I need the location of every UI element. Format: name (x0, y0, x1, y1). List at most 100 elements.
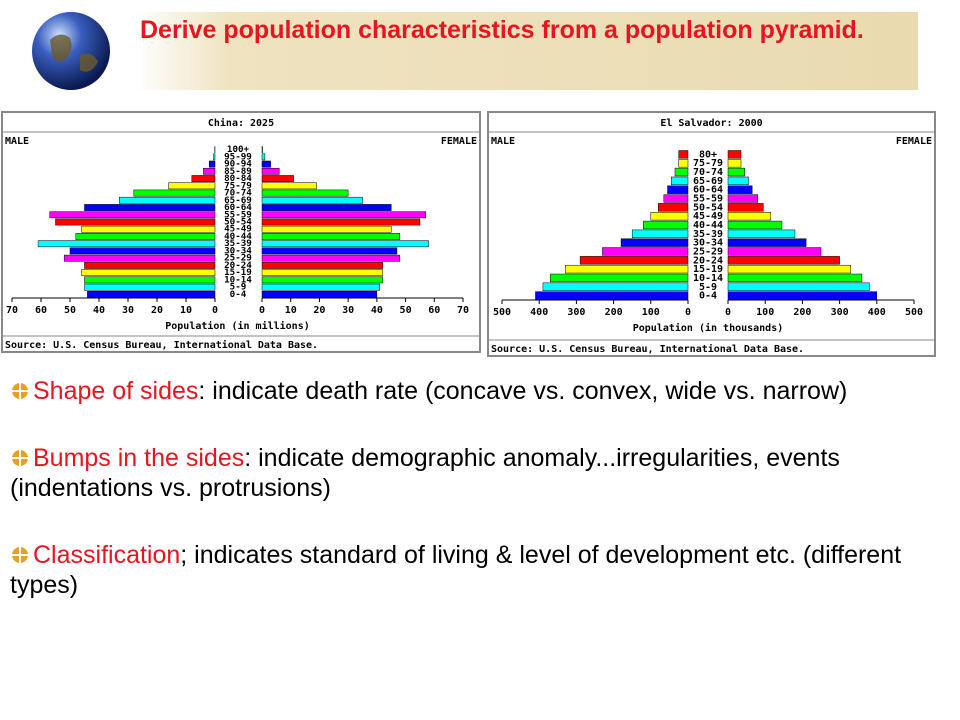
x-tick-label: 500 (493, 307, 511, 318)
age-label: 95-99 (224, 151, 252, 162)
x-axis-label: Population (in millions) (165, 320, 310, 332)
bullet-text: ; indicates standard of living & level o… (10, 541, 902, 599)
bar-female (261, 218, 421, 226)
chart-frame (487, 111, 936, 357)
bar-female (727, 185, 753, 194)
bar-female (727, 238, 807, 247)
bar-male (168, 182, 216, 190)
age-label: 55-59 (693, 194, 723, 205)
age-label: 100+ (227, 144, 250, 155)
globe (32, 12, 110, 90)
age-label: 25-29 (693, 246, 723, 257)
bar-female (727, 194, 759, 203)
x-tick-label: 0 (259, 305, 265, 316)
x-tick-label: 0 (685, 307, 691, 318)
bar-male (84, 262, 216, 269)
bar-female (261, 269, 383, 277)
bar-male (81, 225, 216, 233)
age-label: 50-54 (224, 217, 252, 228)
bullet-icon (12, 450, 28, 466)
source: Source: U.S. Census Bureau, Internationa… (491, 343, 804, 355)
age-label: 10-14 (224, 274, 252, 285)
chart-title: China: 2025 (208, 117, 274, 129)
bar-female (727, 167, 745, 177)
bullet-text: : indicate death rate (concave vs. conve… (198, 377, 848, 405)
bar-male (667, 185, 689, 194)
bar-male (37, 240, 216, 248)
chart-title: El Salvador: 2000 (660, 118, 762, 129)
bar-male (119, 196, 216, 204)
age-label: 20-24 (224, 260, 252, 271)
bar-male (620, 238, 689, 247)
bar-male (663, 194, 689, 203)
age-label: 65-69 (693, 176, 723, 187)
bar-female (727, 220, 783, 230)
charts: China: 2025 MALE FEMALE 0 0 10 10 20 20 30 30 40 40 5… (1, 111, 936, 357)
x-tick-label: 30 (122, 305, 134, 316)
x-tick-label: 10 (180, 305, 192, 316)
bar-male (678, 150, 689, 159)
bar-male (63, 254, 216, 262)
bar-male (535, 291, 689, 300)
bar-female (261, 204, 392, 211)
x-tick-label: 500 (905, 307, 923, 318)
age-label: 0-4 (699, 291, 717, 302)
x-tick-label: 40 (93, 305, 105, 316)
bar-female (261, 225, 392, 233)
bar-male (191, 175, 216, 182)
legend-female: FEMALE (441, 136, 477, 147)
bullet-icon (12, 383, 28, 399)
bar-male (203, 167, 216, 175)
bar-female (727, 256, 840, 265)
bar-male (550, 273, 689, 283)
bar-female (261, 240, 429, 248)
slide-title: Derive population characteristics from a… (140, 16, 864, 44)
bar-female (261, 254, 401, 262)
x-tick-label: 400 (530, 307, 548, 318)
x-tick-label: 50 (400, 305, 412, 316)
age-label: 60-64 (693, 185, 723, 196)
bar-female (727, 229, 796, 238)
bar-male (542, 282, 689, 291)
x-tick-label: 0 (212, 305, 218, 316)
bar-male (602, 247, 689, 256)
age-label: 60-64 (224, 202, 252, 213)
bar-female (261, 153, 266, 161)
bar-male (671, 176, 689, 186)
bar-female (261, 247, 398, 255)
x-tick-label: 70 (457, 305, 469, 316)
x-tick-label: 300 (567, 307, 585, 318)
x-tick-label: 200 (605, 307, 623, 318)
bar-female (261, 167, 280, 175)
bullet-term: Classification (33, 541, 181, 569)
bar-female (727, 264, 852, 274)
x-tick-label: 40 (371, 305, 383, 316)
age-label: 45-49 (693, 211, 723, 222)
bar-male (84, 204, 216, 211)
age-label: 15-19 (693, 264, 723, 275)
x-tick-label: 70 (6, 305, 18, 316)
age-label: 40-44 (224, 231, 252, 242)
bar-female (727, 159, 742, 168)
bar-female (261, 175, 294, 182)
bar-female (261, 283, 380, 291)
bar-male (69, 247, 216, 255)
legend-female: FEMALE (896, 136, 932, 147)
bar-female (727, 150, 742, 159)
bar-male (678, 159, 689, 168)
x-tick-label: 100 (642, 307, 660, 318)
age-label: 85-89 (224, 166, 252, 177)
age-label: 75-79 (693, 158, 723, 169)
x-axis-label: Population (in thousands) (633, 322, 784, 334)
age-label: 50-54 (693, 202, 723, 213)
bar-male (564, 264, 689, 274)
bar-female (261, 160, 271, 168)
age-label: 5-9 (699, 282, 717, 293)
bar-male (208, 160, 216, 168)
bar-female (727, 291, 878, 300)
legend-male: MALE (491, 136, 515, 147)
bullet-list: Shape of sides: indicate death rate (con… (10, 376, 950, 637)
bar-female (261, 196, 363, 204)
bar-male (643, 220, 689, 230)
bullet-icon (12, 547, 28, 563)
